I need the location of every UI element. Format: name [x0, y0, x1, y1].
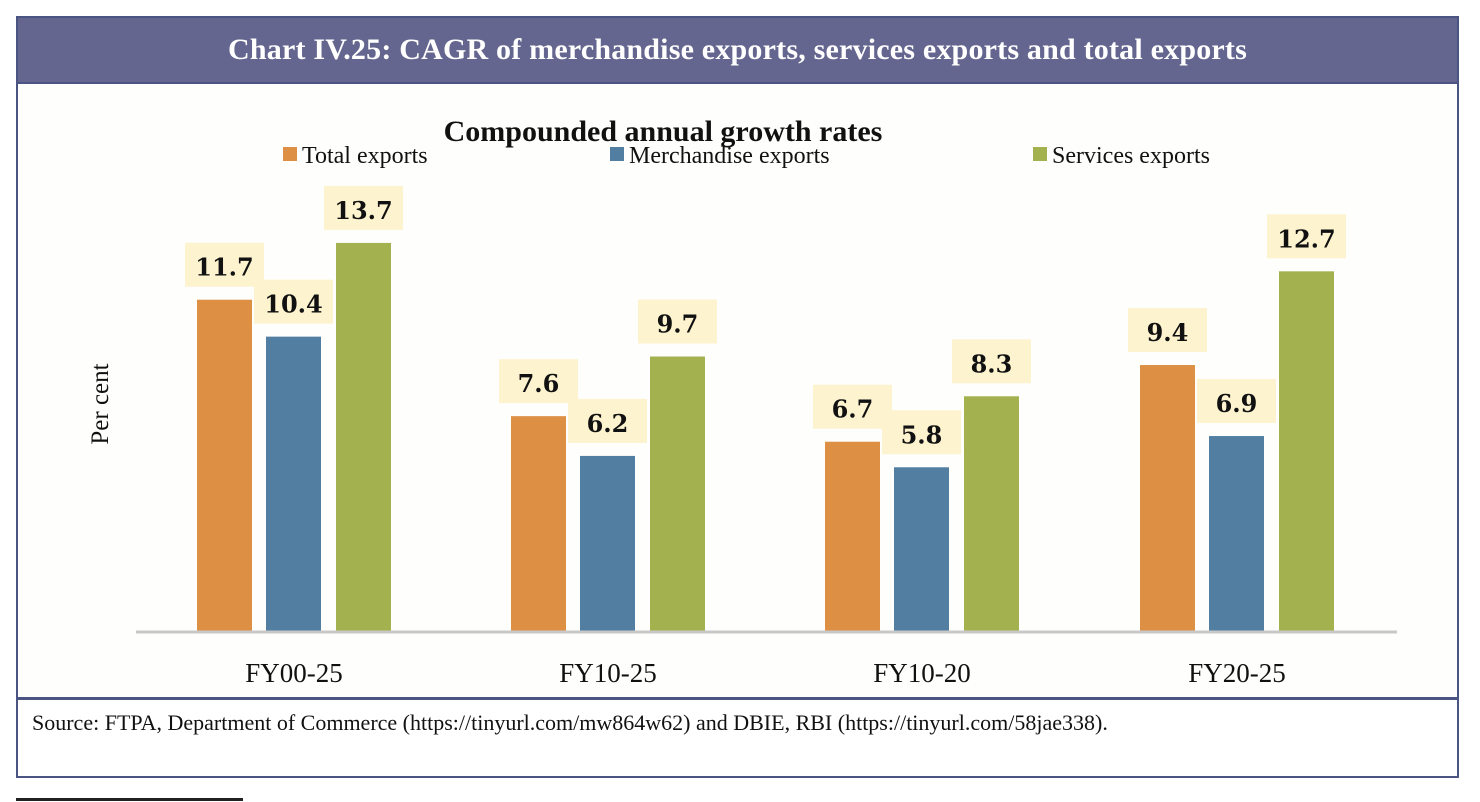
legend-label: Services exports: [1052, 143, 1210, 169]
x-tick-label: FY00-25: [245, 658, 343, 688]
bar: [650, 356, 705, 632]
data-label: 8.3: [971, 349, 1013, 378]
bar: [964, 396, 1019, 632]
y-axis-label: Per cent: [87, 363, 114, 444]
data-label-background: [952, 339, 1031, 384]
legend: Total exports Merchandise exports Services…: [283, 143, 1210, 169]
data-label: 10.4: [264, 290, 322, 319]
data-label-background: [882, 410, 961, 455]
bar: [1279, 271, 1334, 632]
bar-chart: Compounded annual growth rates Per cent …: [87, 115, 1397, 688]
data-label: 9.4: [1147, 318, 1189, 347]
bars: 11.7 10.4 13.7 7.6 6.2 9.7 6.7 5.8 8.3 9.4 6.9 12.7: [185, 185, 1346, 633]
data-label-background: [499, 359, 578, 404]
data-label: 13.7: [334, 196, 392, 225]
chart-header-title: Chart IV.25: CAGR of merchandise exports…: [18, 18, 1457, 84]
data-label-background: [185, 242, 264, 287]
chart-frame: Chart IV.25: CAGR of merchandise exports…: [16, 16, 1459, 778]
bar: [197, 299, 252, 632]
bar: [266, 336, 321, 632]
bar: [336, 242, 391, 633]
data-label: 6.9: [1216, 389, 1258, 418]
legend-item: Services exports: [1033, 143, 1210, 169]
data-label: 7.6: [518, 369, 560, 398]
data-label-background: [1128, 308, 1207, 353]
legend-swatch: [610, 147, 624, 161]
data-label: 11.7: [195, 253, 253, 282]
data-label-background: [568, 398, 647, 443]
data-label: 6.2: [587, 409, 629, 438]
x-tick-label: FY10-20: [873, 658, 971, 688]
legend-swatch: [283, 147, 297, 161]
x-tick-labels: FY00-25 FY10-25 FY10-20 FY20-25: [245, 658, 1286, 688]
bar: [580, 455, 635, 632]
legend-label: Merchandise exports: [629, 143, 830, 169]
x-tick-label: FY10-25: [559, 658, 657, 688]
bar: [1209, 436, 1264, 632]
bar: [511, 416, 566, 632]
data-label: 12.7: [1277, 224, 1335, 253]
bar: [894, 467, 949, 632]
chart-area: Compounded annual growth rates Per cent …: [18, 84, 1457, 697]
legend-swatch: [1033, 147, 1047, 161]
data-label-background: [254, 279, 333, 324]
legend-item: Total exports: [283, 143, 428, 169]
data-label-background: [1267, 214, 1346, 259]
data-label: 5.8: [901, 420, 943, 449]
data-label: 9.7: [657, 310, 699, 339]
data-label: 6.7: [832, 395, 874, 424]
footnote-rule: [16, 798, 243, 801]
source-note: Source: FTPA, Department of Commerce (ht…: [18, 697, 1457, 776]
data-label-background: [1197, 379, 1276, 424]
bar: [825, 441, 880, 632]
legend-item: Merchandise exports: [610, 143, 830, 169]
legend-label: Total exports: [302, 143, 428, 169]
chart-title: Compounded annual growth rates: [444, 115, 883, 148]
data-label-background: [813, 384, 892, 429]
x-tick-label: FY20-25: [1188, 658, 1286, 688]
data-label-background: [324, 185, 403, 230]
bar: [1140, 365, 1195, 632]
data-label-background: [638, 299, 717, 344]
